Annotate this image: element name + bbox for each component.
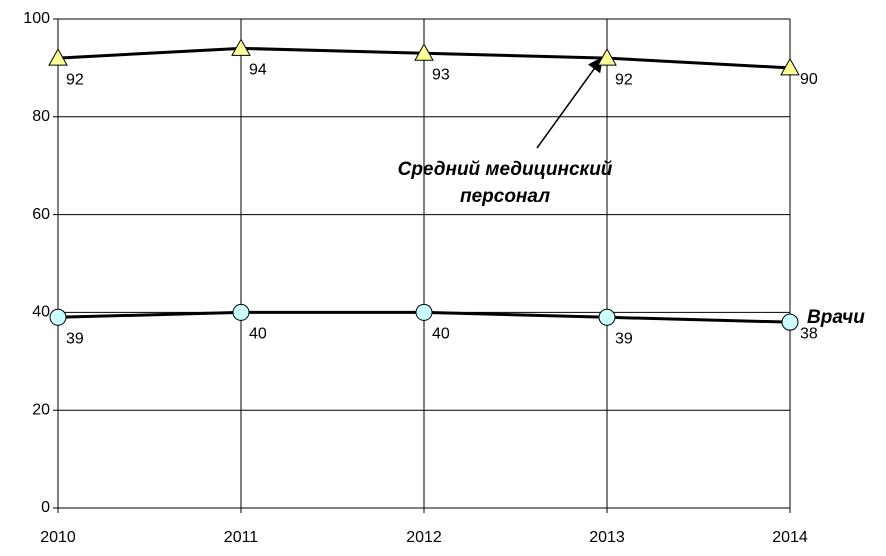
data-label: 93 [432,66,450,83]
data-label: 90 [800,71,818,88]
series-label: Врачи [807,307,865,328]
data-label: 39 [615,331,633,348]
data-label: 92 [66,71,84,88]
data-label: 94 [249,62,267,79]
annotation-arrow [536,56,603,149]
marker [781,313,799,331]
marker [414,43,434,61]
x-tick-label: 2013 [589,529,625,546]
y-tick-label: 40 [32,304,50,321]
marker [49,308,67,326]
marker [597,48,617,66]
y-tick-label: 60 [32,206,50,223]
y-tick-label: 20 [32,401,50,418]
marker [232,303,250,321]
marker [598,308,616,326]
data-label: 92 [615,71,633,88]
marker [415,303,433,321]
y-tick-label: 100 [23,10,50,27]
x-tick-label: 2010 [40,529,76,546]
y-tick-label: 80 [32,108,50,125]
data-label: 38 [800,325,818,342]
data-label: 40 [249,326,267,343]
marker [780,57,800,76]
data-label: 39 [66,331,84,348]
data-label: 40 [432,326,450,343]
x-tick-label: 2014 [772,529,808,546]
x-tick-label: 2011 [224,529,259,546]
marker [231,38,251,56]
series-label: Средний медицинский персонал [397,159,613,207]
marker [48,48,68,66]
y-tick-label: 0 [41,499,50,516]
x-tick-label: 2012 [406,529,442,546]
